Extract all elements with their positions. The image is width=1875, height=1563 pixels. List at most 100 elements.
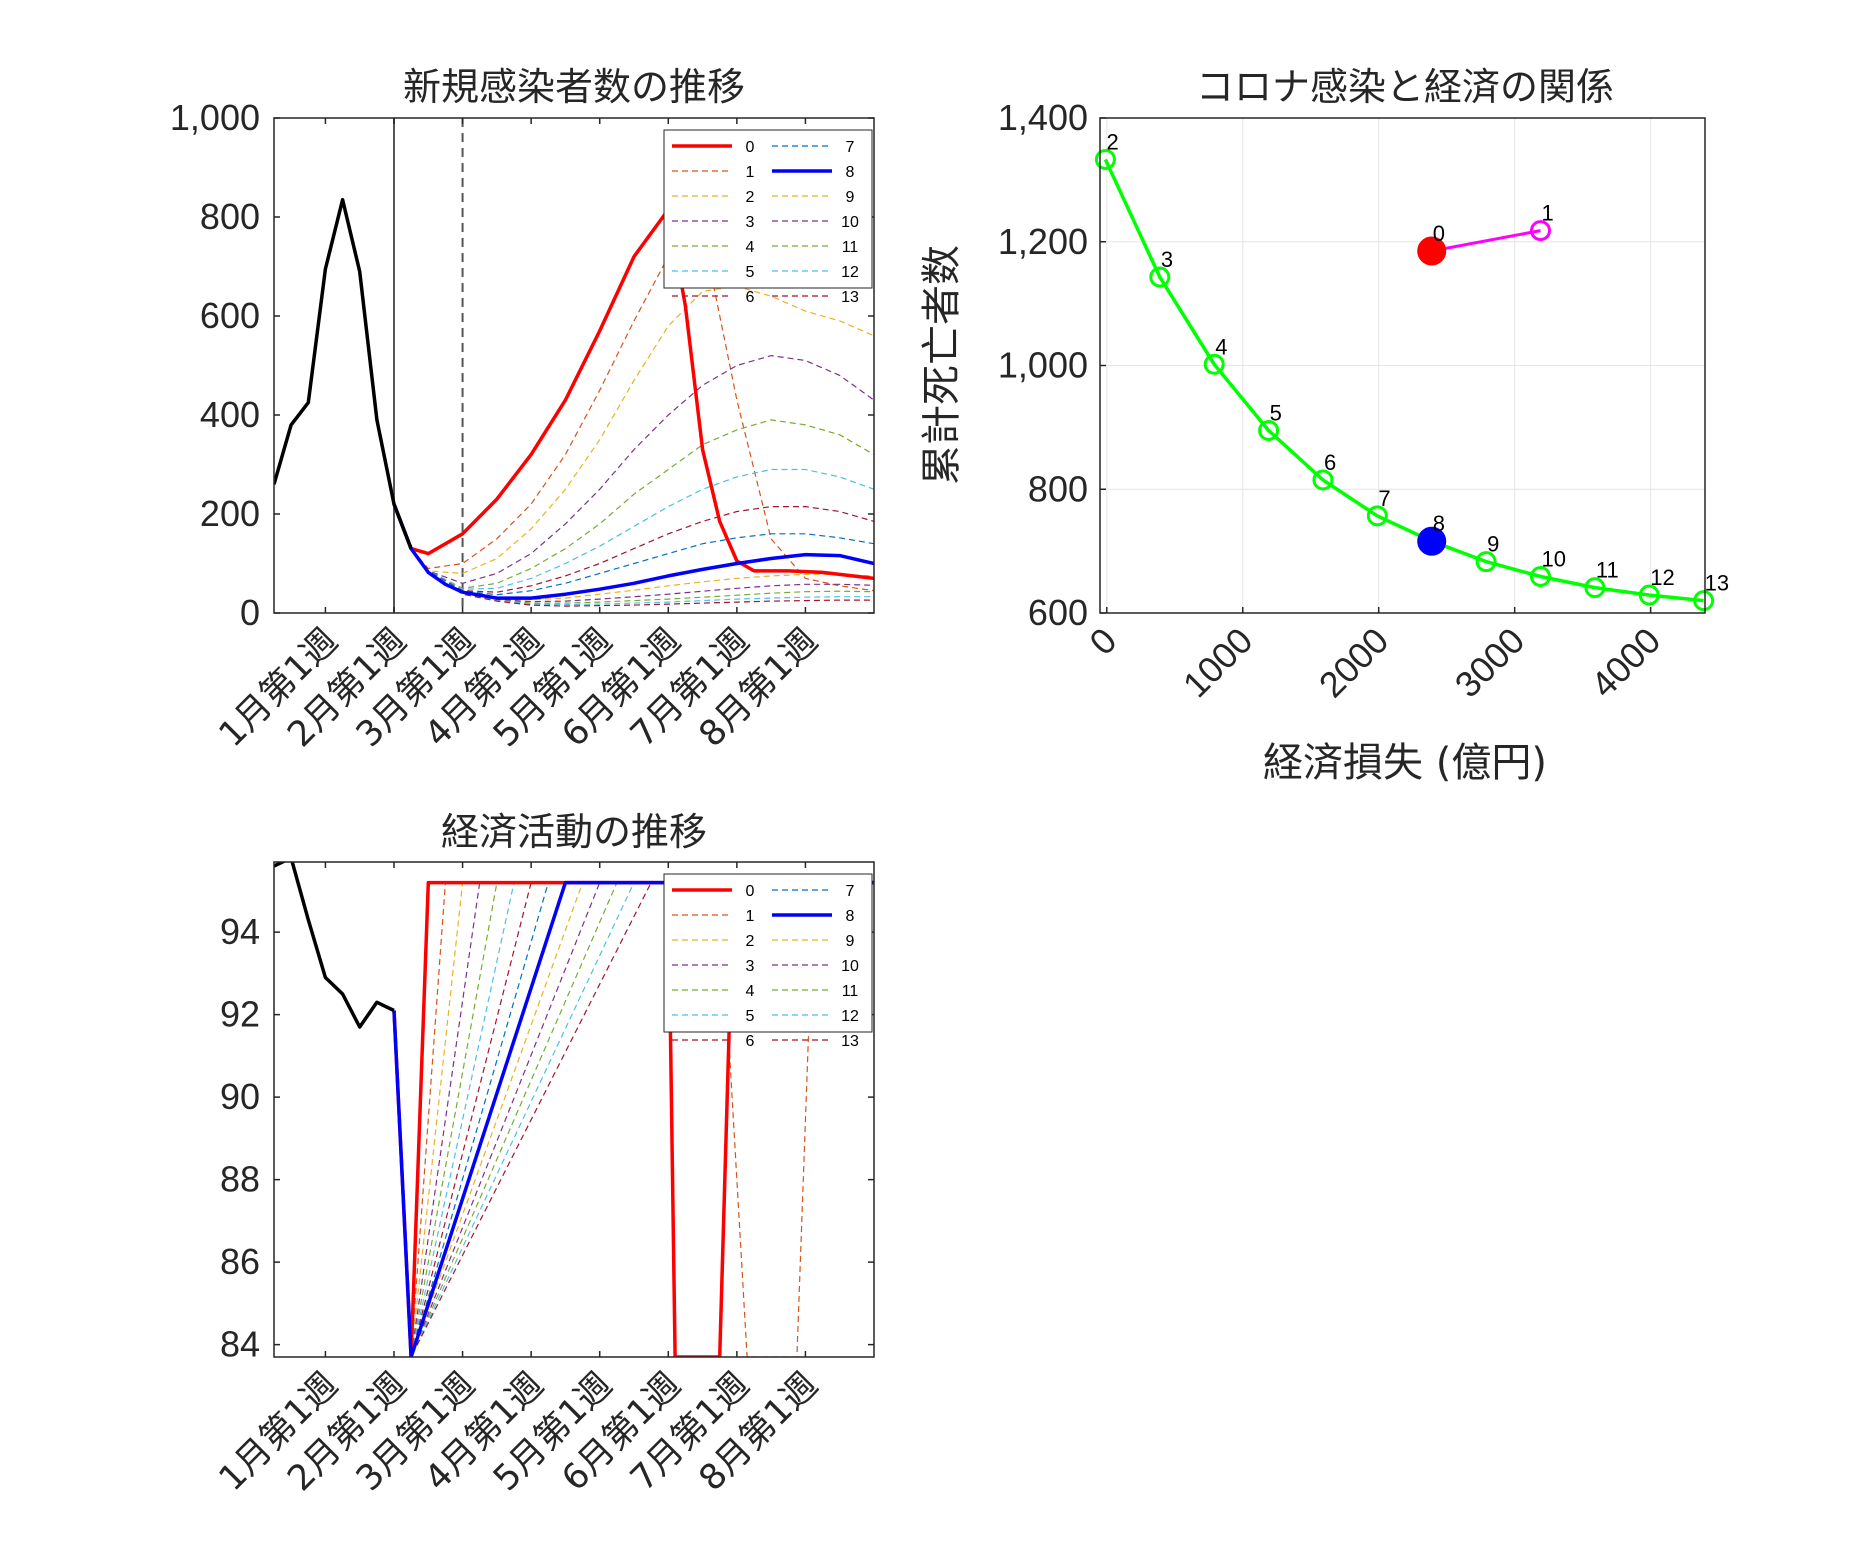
y-tick-label: 84	[220, 1324, 260, 1365]
legend-label-5: 5	[746, 1008, 755, 1025]
series-line-9	[393, 503, 874, 601]
point-marker-8	[1417, 526, 1447, 556]
y-tick-label: 1,400	[998, 97, 1088, 138]
point-label-12: 12	[1650, 565, 1674, 590]
tradeoff-ticks: 600 800 1,000 1,200 1,400 0 1000 2000 3000 4000	[998, 97, 1668, 705]
point-label-1: 1	[1541, 201, 1553, 226]
point-label-3: 3	[1161, 247, 1173, 272]
point-marker-5	[1258, 419, 1280, 441]
legend-label-9: 9	[846, 189, 855, 206]
point-marker-10	[1529, 565, 1551, 587]
y-tick-label: 400	[200, 394, 260, 435]
point-marker-2	[1094, 148, 1116, 170]
series-line-10	[393, 503, 874, 603]
point-label-11: 11	[1596, 558, 1619, 583]
history-line	[274, 197, 413, 550]
y-tick-label: 88	[220, 1159, 260, 1200]
point-label-4: 4	[1215, 334, 1227, 359]
legend-label-7: 7	[846, 139, 855, 156]
legend-label-10: 10	[841, 958, 859, 975]
tradeoff-title: コロナ感染と経済の関係	[1196, 65, 1614, 109]
point-marker-1	[1529, 220, 1551, 242]
point-marker-6	[1312, 469, 1334, 491]
series-line-12	[393, 503, 874, 606]
x-tick-label: 3000	[1447, 620, 1533, 706]
legend-label-13: 13	[841, 289, 859, 306]
x-tick-label: 0	[1081, 620, 1124, 663]
y-tick-label: 90	[220, 1076, 260, 1117]
legend-label-0: 0	[746, 883, 755, 900]
infections-panel: 新規感染者数の推移 02004006008001,0001月第1週2月第1週3月…	[170, 65, 875, 755]
series-line-5	[393, 468, 874, 590]
point-label-7: 7	[1378, 486, 1390, 511]
y-tick-label: 94	[220, 911, 260, 952]
tradeoff-ylabel: 累計死亡者数	[919, 245, 965, 485]
point-marker-3	[1149, 266, 1171, 288]
series-line-11	[393, 503, 874, 604]
legend-label-8: 8	[846, 164, 855, 181]
infections-axes-box	[273, 117, 875, 614]
point-label-5: 5	[1270, 400, 1282, 425]
y-tick-label: 200	[200, 493, 260, 534]
series-line-6	[393, 503, 874, 593]
y-tick-label: 800	[200, 196, 260, 237]
history-line	[274, 862, 395, 1029]
x-tick-label: 1000	[1175, 620, 1261, 706]
y-tick-label: 1,000	[998, 345, 1088, 386]
series-line-8	[392, 503, 874, 600]
point-marker-11	[1584, 577, 1606, 599]
point-marker-12	[1638, 584, 1660, 606]
point-marker-9	[1475, 551, 1497, 573]
y-tick-label: 600	[1028, 592, 1088, 633]
series-line-0	[392, 207, 874, 581]
legend-label-11: 11	[842, 239, 859, 256]
y-tick-label: 800	[1028, 468, 1088, 509]
point-label-8: 8	[1433, 511, 1445, 536]
special-line	[1431, 229, 1541, 253]
x-tick-label: 2000	[1311, 620, 1397, 706]
legend-label-8: 8	[846, 908, 855, 925]
legend-label-1: 1	[746, 164, 755, 181]
legend-label-13: 13	[841, 1033, 859, 1050]
point-label-10: 10	[1541, 546, 1565, 571]
point-marker-13	[1693, 590, 1715, 612]
legend-label-3: 3	[746, 958, 755, 975]
legend-label-12: 12	[841, 1008, 859, 1025]
legend-box	[663, 873, 873, 1033]
legend-label-4: 4	[746, 983, 755, 1000]
point-label-0: 0	[1433, 221, 1445, 246]
point-label-9: 9	[1487, 532, 1499, 557]
point-marker-0	[1417, 236, 1447, 266]
point-marker-7	[1366, 505, 1388, 527]
frontier-line	[1103, 158, 1704, 603]
legend-label-5: 5	[746, 264, 755, 281]
point-label-6: 6	[1324, 450, 1336, 475]
legend-label-1: 1	[746, 908, 755, 925]
legend-label-10: 10	[841, 214, 859, 231]
economy-axes-box	[273, 861, 875, 1358]
y-tick-label: 1,200	[998, 221, 1088, 262]
tradeoff-panel: コロナ感染と経済の関係 2 3 4 5 6 7 8 9 10 11 12 13 0 1 600 800 1,0…	[919, 65, 1729, 786]
infections-title: 新規感染者数の推移	[403, 65, 745, 109]
point-label-13: 13	[1705, 571, 1729, 596]
x-tick-label: 4000	[1583, 620, 1669, 706]
y-tick-label: 0	[240, 592, 260, 633]
series-line-2	[393, 285, 874, 575]
point-marker-4	[1203, 353, 1225, 375]
y-tick-label: 1,000	[170, 97, 260, 138]
tradeoff-xlabel: 経済損失 (億円)	[1263, 740, 1547, 786]
series-line-1	[393, 231, 874, 592]
legend-label-11: 11	[842, 983, 859, 1000]
legend-label-4: 4	[746, 239, 755, 256]
series-line-13	[393, 503, 874, 607]
y-tick-label: 600	[200, 295, 260, 336]
series-line-7	[393, 503, 874, 596]
point-label-2: 2	[1106, 129, 1118, 154]
legend-label-0: 0	[746, 139, 755, 156]
legend-label-6: 6	[746, 289, 755, 306]
series-line-3	[393, 355, 874, 584]
legend-label-3: 3	[746, 214, 755, 231]
